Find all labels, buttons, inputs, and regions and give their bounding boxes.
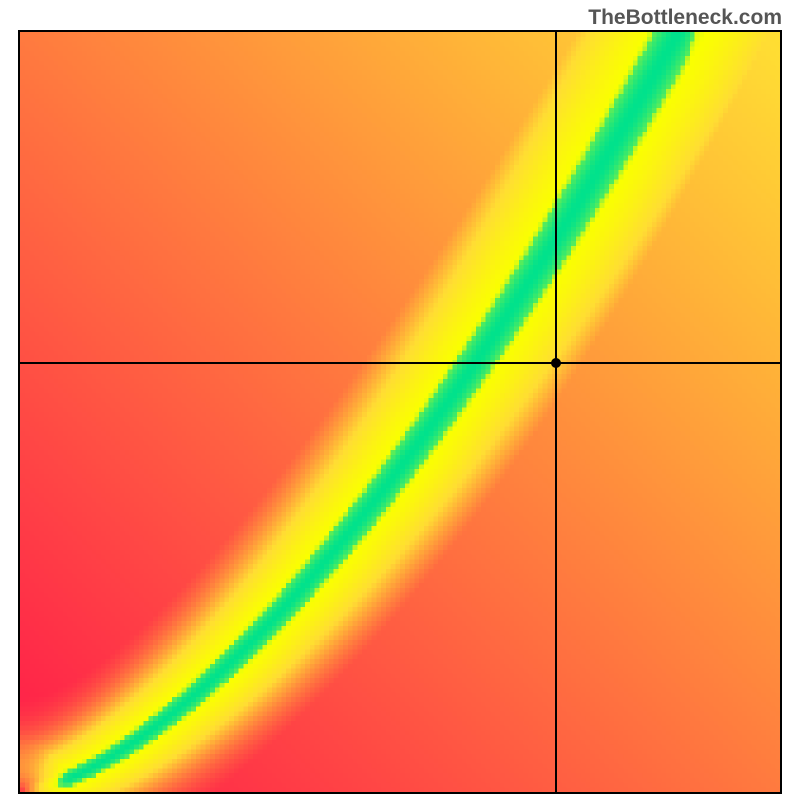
crosshair-vertical bbox=[555, 32, 557, 792]
bottleneck-heatmap bbox=[18, 30, 782, 794]
watermark-text: TheBottleneck.com bbox=[588, 6, 782, 30]
heatmap-canvas bbox=[20, 32, 780, 792]
crosshair-horizontal bbox=[20, 362, 780, 364]
crosshair-marker bbox=[551, 358, 561, 368]
